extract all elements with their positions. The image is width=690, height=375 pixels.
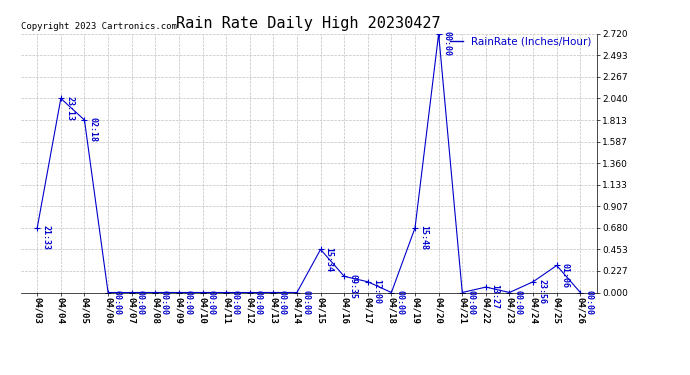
Text: 00:00: 00:00 — [159, 290, 168, 315]
Text: 00:00: 00:00 — [207, 290, 216, 315]
Text: 21:33: 21:33 — [41, 225, 50, 250]
Text: 00:00: 00:00 — [466, 290, 475, 315]
Title: Rain Rate Daily High 20230427: Rain Rate Daily High 20230427 — [177, 16, 441, 31]
Text: 15:48: 15:48 — [420, 225, 428, 250]
Text: 09:35: 09:35 — [348, 273, 357, 298]
Text: 00:00: 00:00 — [136, 290, 145, 315]
Text: 15:34: 15:34 — [325, 247, 334, 272]
Text: 00:00: 00:00 — [183, 290, 192, 315]
Legend: RainRate (Inches/Hour): RainRate (Inches/Hour) — [451, 36, 591, 46]
Text: 00:00: 00:00 — [301, 290, 310, 315]
Text: 00:00: 00:00 — [513, 290, 522, 315]
Text: Copyright 2023 Cartronics.com: Copyright 2023 Cartronics.com — [21, 22, 177, 31]
Text: 00:00: 00:00 — [443, 31, 452, 56]
Text: 00:00: 00:00 — [230, 290, 239, 315]
Text: 23:56: 23:56 — [538, 279, 546, 304]
Text: 01:06: 01:06 — [561, 263, 570, 288]
Text: 00:00: 00:00 — [277, 290, 286, 315]
Text: 00:00: 00:00 — [584, 290, 593, 315]
Text: 12:00: 12:00 — [372, 279, 381, 304]
Text: 23:13: 23:13 — [65, 96, 74, 121]
Text: 02:18: 02:18 — [88, 117, 97, 142]
Text: 13:27: 13:27 — [490, 284, 499, 309]
Text: 00:00: 00:00 — [395, 290, 404, 315]
Text: 00:00: 00:00 — [112, 290, 121, 315]
Text: 00:00: 00:00 — [254, 290, 263, 315]
